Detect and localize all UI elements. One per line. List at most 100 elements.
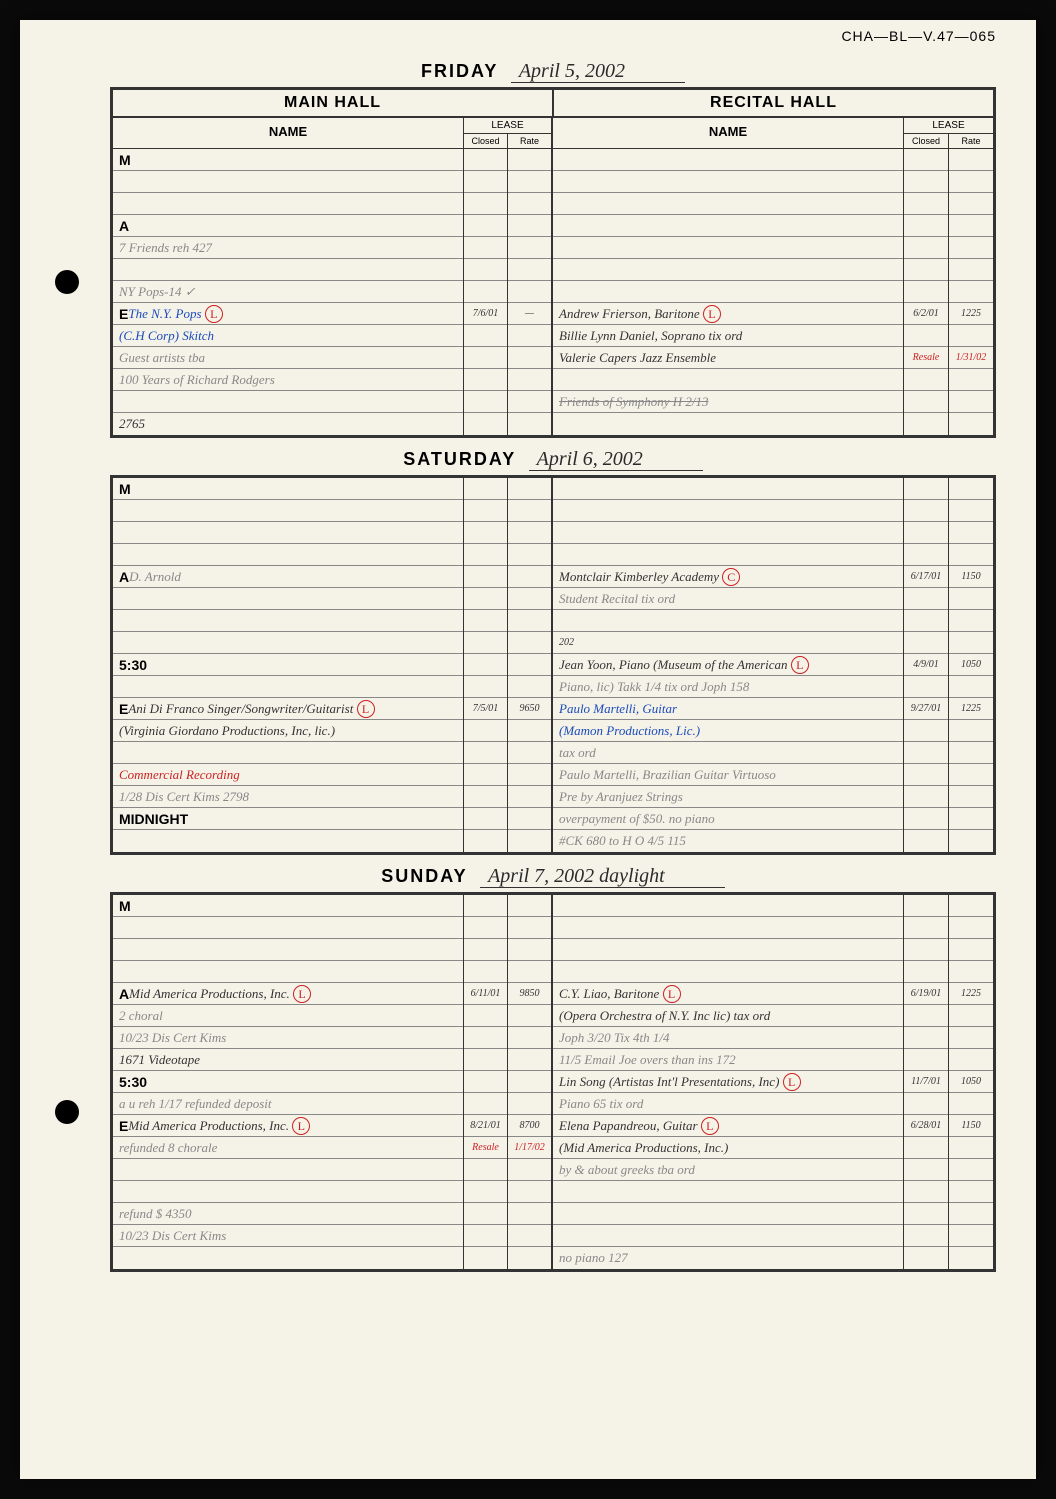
- lease-cell: [904, 1247, 948, 1269]
- entry-text: 202: [559, 637, 574, 648]
- lease-column: 6/17/014/9/019/27/01 115010501225: [903, 478, 993, 852]
- entry-text: Piano 65 tix ord: [559, 1096, 643, 1112]
- grid-half: M A Mid America Productions, Inc. L 2 ch…: [113, 895, 553, 1269]
- lease-cell: [464, 522, 507, 544]
- day-section: MAIN HALL RECITAL HALL NAME LEASE Closed…: [110, 87, 996, 438]
- lease-column: 7/6/01 —: [463, 149, 553, 435]
- lease-cell: [508, 237, 551, 259]
- ledger-grid: M A D. Arnold5:30 E Ani Di Franco Singer…: [113, 478, 993, 852]
- lease-cell: [464, 610, 507, 632]
- lease-cell: [949, 522, 993, 544]
- lease-cell: [464, 1071, 507, 1093]
- entry-text: (Mamon Productions, Lic.): [559, 723, 700, 739]
- lease-cell: [904, 1159, 948, 1181]
- entry-text: 1671 Videotape: [119, 1052, 200, 1068]
- column-headers: NAME LEASE Closed Rate NAME LEASE Closed…: [113, 118, 993, 149]
- lease-cell: 4/9/01: [904, 654, 948, 676]
- lease-cell: [949, 149, 993, 171]
- entry-text: Andrew Frierson, Baritone: [559, 306, 700, 322]
- closed-column: 7/5/01: [464, 478, 508, 852]
- lease-cell: [904, 1225, 948, 1247]
- lease-cell: 9650: [508, 698, 551, 720]
- ledger-page: CHA—BL—V.47—065 FRIDAY April 5, 2002 MAI…: [20, 20, 1036, 1479]
- time-label: E: [119, 1118, 128, 1134]
- lease-header: LEASE Closed Rate: [463, 118, 553, 148]
- entry-text: Ani Di Franco Singer/Songwriter/Guitaris…: [128, 701, 353, 717]
- time-label: M: [119, 481, 131, 497]
- time-label: A: [119, 218, 129, 234]
- lease-cell: 1/31/02: [949, 347, 993, 369]
- ledger-row: #CK 680 to H O 4/5 115: [553, 830, 903, 852]
- day-section: M A Mid America Productions, Inc. L 2 ch…: [110, 892, 996, 1272]
- ledger-row: (Opera Orchestra of N.Y. Inc lic) tax or…: [553, 1005, 903, 1027]
- lease-cell: 11/7/01: [904, 1071, 948, 1093]
- ledger-row: Commercial Recording: [113, 764, 463, 786]
- ledger-row: Montclair Kimberley Academy C: [553, 566, 903, 588]
- lease-cell: [949, 215, 993, 237]
- lease-cell: [904, 413, 948, 435]
- entry-text: C.Y. Liao, Baritone: [559, 986, 659, 1002]
- lease-cell: [464, 632, 507, 654]
- ledger-row: [553, 1181, 903, 1203]
- ledger-row: [113, 522, 463, 544]
- ledger-row: [113, 939, 463, 961]
- lease-cell: [464, 237, 507, 259]
- ledger-row: [113, 193, 463, 215]
- day-date: April 7, 2002 daylight: [480, 865, 725, 888]
- lease-cell: [949, 500, 993, 522]
- lease-cell: [508, 1049, 551, 1071]
- lease-cell: [949, 478, 993, 500]
- ledger-row: C.Y. Liao, Baritone L: [553, 983, 903, 1005]
- ledger-row: [553, 917, 903, 939]
- lease-cell: Resale: [464, 1137, 507, 1159]
- lease-cell: [508, 259, 551, 281]
- ledger-row: [553, 522, 903, 544]
- entry-text: Valerie Capers Jazz Ensemble: [559, 350, 716, 366]
- entry-text: Piano, lic) Takk 1/4 tix ord Joph 158: [559, 679, 749, 695]
- lease-cell: 8/21/01: [464, 1115, 507, 1137]
- lease-cell: Resale: [904, 347, 948, 369]
- lease-cell: [904, 917, 948, 939]
- ledger-row: Friends of Symphony H 2/13: [553, 391, 903, 413]
- rate-column: 122510501150: [949, 895, 993, 1269]
- entry-text: overpayment of $50. no piano: [559, 811, 715, 827]
- lease-cell: [508, 500, 551, 522]
- lease-cell: [949, 259, 993, 281]
- lease-cell: [464, 566, 507, 588]
- ledger-row: [553, 895, 903, 917]
- ledger-row: A D. Arnold: [113, 566, 463, 588]
- ledger-row: [553, 413, 903, 435]
- day-label: FRIDAY: [421, 61, 498, 81]
- entry-text: refund $ 4350: [119, 1206, 191, 1222]
- grid-half: M A 7 Friends reh 427NY Pops-14 ✓E The N…: [113, 149, 553, 435]
- ledger-row: Valerie Capers Jazz Ensemble: [553, 347, 903, 369]
- lease-cell: [904, 676, 948, 698]
- ledger-row: (C.H Corp) Skitch: [113, 325, 463, 347]
- entry-text: Friends of Symphony H 2/13: [559, 394, 708, 410]
- grid-half: Montclair Kimberley Academy C Student Rec…: [553, 478, 993, 852]
- hall-headers: MAIN HALL RECITAL HALL: [113, 90, 993, 118]
- lease-cell: [464, 676, 507, 698]
- entry-text: Student Recital tix ord: [559, 591, 675, 607]
- lease-cell: [949, 325, 993, 347]
- lease-cell: [464, 259, 507, 281]
- lease-cell: [949, 1005, 993, 1027]
- lease-cell: [464, 939, 507, 961]
- rate-column: —: [508, 149, 551, 435]
- lease-cell: [904, 1093, 948, 1115]
- lease-cell: [464, 786, 507, 808]
- lease-cell: 6/11/01: [464, 983, 507, 1005]
- lease-cell: [508, 632, 551, 654]
- entry-text: 11/5 Email Joe overs than ins 172: [559, 1052, 736, 1068]
- lease-cell: [464, 1005, 507, 1027]
- entry-text: Mid America Productions, Inc.: [129, 986, 290, 1002]
- lease-cell: [508, 1027, 551, 1049]
- ledger-row: Pre by Aranjuez Strings: [553, 786, 903, 808]
- lease-cell: [508, 171, 551, 193]
- lease-cell: [949, 742, 993, 764]
- entry-text: (C.H Corp) Skitch: [119, 328, 214, 344]
- lease-cell: [904, 259, 948, 281]
- lease-cell: [949, 544, 993, 566]
- lease-cell: [949, 676, 993, 698]
- lease-cell: [904, 281, 948, 303]
